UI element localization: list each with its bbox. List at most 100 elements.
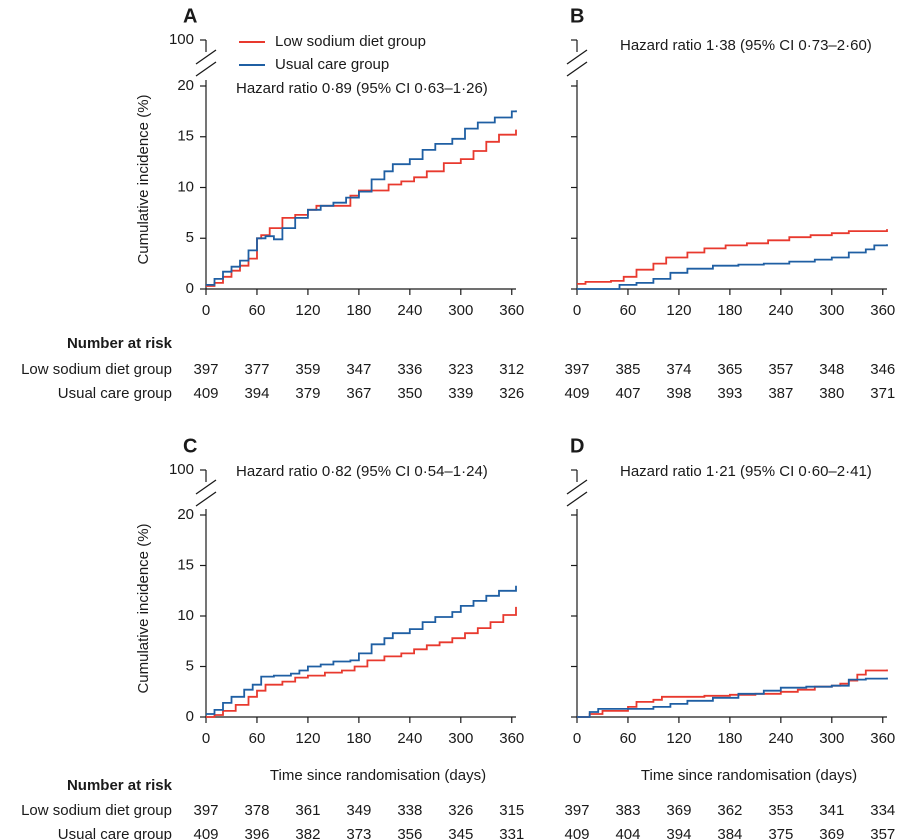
number-at-risk-value: 394 (244, 385, 269, 402)
axis-break-mark (566, 49, 588, 65)
series-line-low-sodium (206, 129, 517, 287)
number-at-risk-value: 369 (666, 802, 691, 819)
x-tick-label: 240 (768, 730, 793, 747)
series-line-usual-care (577, 244, 888, 290)
number-at-risk-value: 367 (346, 385, 371, 402)
number-at-risk-row-label: Usual care group (58, 826, 172, 840)
x-tick-label: 60 (249, 730, 266, 747)
number-at-risk-value: 334 (870, 802, 895, 819)
panel-letter: D (570, 435, 584, 457)
y-tick-label: 5 (186, 657, 194, 674)
y-tick-label: 5 (186, 229, 194, 246)
x-tick-label: 180 (717, 730, 742, 747)
number-at-risk-value: 409 (193, 826, 218, 840)
x-tick-label: 180 (717, 302, 742, 319)
number-at-risk-value: 374 (666, 361, 691, 378)
number-at-risk-value: 336 (397, 361, 422, 378)
number-at-risk-value: 326 (499, 385, 524, 402)
number-at-risk-value: 397 (564, 802, 589, 819)
number-at-risk-value: 362 (717, 802, 742, 819)
number-at-risk-value: 339 (448, 385, 473, 402)
x-tick-label: 60 (620, 730, 637, 747)
number-at-risk-value: 357 (870, 826, 895, 840)
x-tick-label: 60 (249, 302, 266, 319)
y-tick-label: 0 (186, 708, 194, 725)
x-tick-label: 120 (666, 730, 691, 747)
panel-d: D 0 60 120 180 240 300 360 Time since randomisat… (564, 435, 895, 840)
axis-break-mark (566, 491, 588, 507)
x-tick-label: 0 (202, 302, 210, 319)
x-tick-label: 120 (666, 302, 691, 319)
x-tick-label: 240 (397, 730, 422, 747)
x-tick-label: 0 (573, 302, 581, 319)
x-tick-label: 300 (448, 730, 473, 747)
series-line-usual-care (206, 110, 517, 286)
number-at-risk-value: 394 (666, 826, 691, 840)
number-at-risk-value: 379 (295, 385, 320, 402)
number-at-risk-value: 380 (819, 385, 844, 402)
number-at-risk-value: 409 (564, 826, 589, 840)
x-tick-label: 240 (397, 302, 422, 319)
panel-letter: B (570, 5, 584, 27)
number-at-risk-value: 397 (193, 361, 218, 378)
number-at-risk-value: 353 (768, 802, 793, 819)
number-at-risk-header: Number at risk (67, 777, 173, 794)
series-line-low-sodium (206, 606, 517, 718)
number-at-risk-value: 384 (717, 826, 742, 840)
y-tick-label: 15 (177, 556, 194, 573)
number-at-risk-value: 349 (346, 802, 371, 819)
y-tick-label-top: 100 (169, 31, 194, 48)
axis-break-mark (195, 479, 217, 495)
number-at-risk-value: 378 (244, 802, 269, 819)
x-axis-label: Time since randomisation (days) (270, 767, 486, 784)
x-tick-label: 120 (295, 302, 320, 319)
axis-break-mark (195, 491, 217, 507)
x-tick-label: 360 (499, 302, 524, 319)
number-at-risk-value: 393 (717, 385, 742, 402)
series-line-usual-care (206, 585, 517, 715)
number-at-risk-value: 409 (193, 385, 218, 402)
series-line-usual-care (577, 677, 888, 718)
x-axis-label: Time since randomisation (days) (641, 767, 857, 784)
number-at-risk-value: 365 (717, 361, 742, 378)
y-tick-label: 10 (177, 607, 194, 624)
number-at-risk-value: 338 (397, 802, 422, 819)
number-at-risk-value: 323 (448, 361, 473, 378)
number-at-risk-value: 348 (819, 361, 844, 378)
number-at-risk-value: 359 (295, 361, 320, 378)
number-at-risk-value: 357 (768, 361, 793, 378)
x-tick-label: 180 (346, 730, 371, 747)
y-tick-label: 10 (177, 178, 194, 195)
hazard-ratio-annotation: Hazard ratio 1·21 (95% CI 0·60–2·41) (620, 463, 872, 480)
hazard-ratio-annotation: Hazard ratio 0·82 (95% CI 0·54–1·24) (236, 463, 488, 480)
legend-entry: Usual care group (275, 56, 389, 73)
x-tick-label: 300 (819, 730, 844, 747)
number-at-risk-value: 369 (819, 826, 844, 840)
hazard-ratio-annotation: Hazard ratio 1·38 (95% CI 0·73–2·60) (620, 37, 872, 54)
axis-break-mark (195, 49, 217, 65)
number-at-risk-value: 331 (499, 826, 524, 840)
x-tick-label: 120 (295, 730, 320, 747)
panel-letter: A (183, 5, 197, 27)
number-at-risk-row-label: Low sodium diet group (21, 802, 172, 819)
number-at-risk-header: Number at risk (67, 335, 173, 352)
x-tick-label: 360 (870, 730, 895, 747)
number-at-risk-value: 371 (870, 385, 895, 402)
number-at-risk-value: 396 (244, 826, 269, 840)
number-at-risk-value: 375 (768, 826, 793, 840)
legend-entry: Low sodium diet group (275, 33, 426, 50)
y-tick-label: 15 (177, 128, 194, 145)
series-line-low-sodium (577, 229, 888, 285)
y-tick-label: 20 (177, 77, 194, 94)
y-tick-label: 20 (177, 506, 194, 523)
number-at-risk-value: 350 (397, 385, 422, 402)
number-at-risk-value: 409 (564, 385, 589, 402)
number-at-risk-value: 356 (397, 826, 422, 840)
x-tick-label: 180 (346, 302, 371, 319)
number-at-risk-value: 345 (448, 826, 473, 840)
number-at-risk-value: 407 (615, 385, 640, 402)
number-at-risk-value: 361 (295, 802, 320, 819)
number-at-risk-value: 383 (615, 802, 640, 819)
axis-break-mark (566, 61, 588, 77)
